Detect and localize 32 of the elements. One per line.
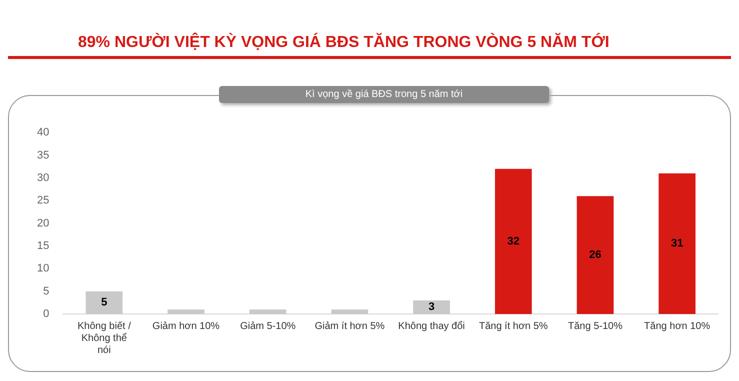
bar (494, 168, 532, 314)
x-tick-label: Giảm ít hơn 5% (314, 320, 385, 332)
bar (168, 309, 204, 314)
y-tick-label: 25 (36, 194, 50, 207)
y-tick-label: 40 (36, 126, 50, 139)
chart-subtitle: Kì vọng về giá BĐS trong 5 năm tới (219, 86, 549, 103)
x-tick-label: Tăng ít hơn 5% (478, 320, 548, 332)
x-tick-label: Giảm 5-10% (240, 320, 296, 332)
y-tick-label: 0 (43, 308, 50, 320)
bar (658, 173, 696, 314)
data-label: 26 (589, 249, 602, 262)
chart-title: 89% NGƯỜI VIỆT KỲ VỌNG GIÁ BĐS TĂNG TRONG VÒNG 5 NĂM TỚI (78, 34, 610, 51)
bar (576, 196, 614, 314)
y-tick-label: 20 (36, 217, 50, 230)
y-tick-label: 10 (36, 262, 50, 275)
x-tick-label: Tăng 5-10% (568, 320, 623, 332)
bar (413, 300, 450, 314)
x-tick-label: Giảm hơn 10% (152, 320, 220, 332)
y-tick-label: 30 (36, 172, 50, 184)
y-tick-label: 35 (36, 149, 50, 162)
data-label: 31 (670, 238, 684, 250)
y-tick-label: 5 (43, 285, 50, 298)
bar (331, 309, 368, 314)
bar (249, 309, 286, 314)
x-tick-label: Tăng hơn 10% (644, 320, 710, 332)
y-tick-label: 15 (36, 240, 50, 252)
x-tick-label: Không thay đổi (398, 320, 465, 332)
bar (86, 291, 123, 314)
data-label: 32 (507, 235, 520, 248)
data-label: 5 (101, 296, 108, 309)
data-label: 3 (428, 301, 435, 314)
x-tick-label: Không biết / Không thể nói (77, 320, 132, 356)
